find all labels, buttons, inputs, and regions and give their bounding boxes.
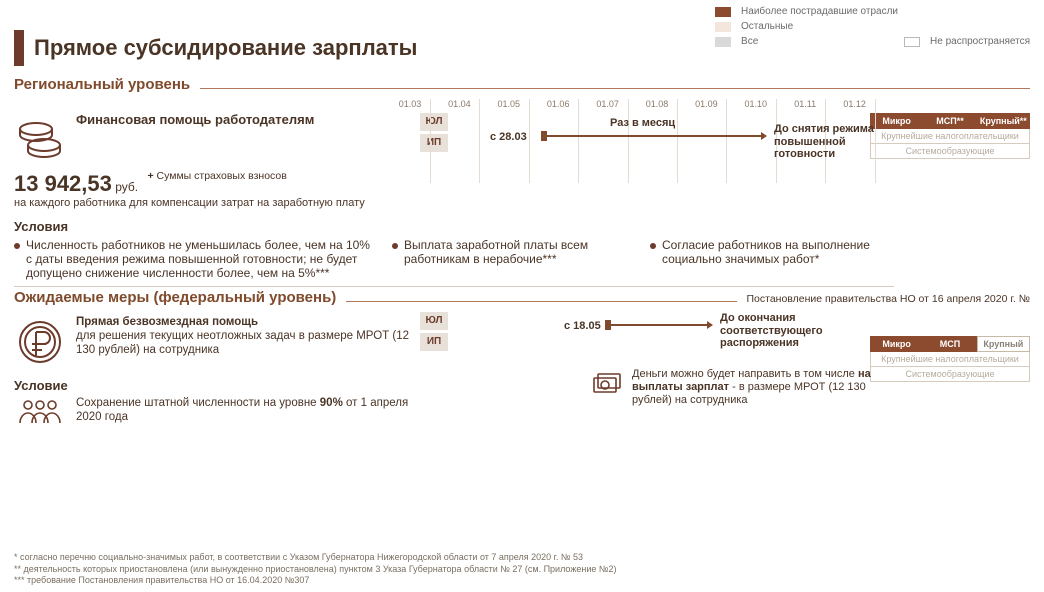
regional-heading: Региональный уровень [14, 76, 190, 93]
plus-sign: + [147, 170, 153, 182]
conditions-list: Численность работников не уменьшилась бо… [14, 238, 1030, 280]
pill-yul: ЮЛ [420, 312, 448, 330]
title-accent-bar [14, 30, 24, 66]
footnotes: * согласно перечню социально-значимых ра… [14, 552, 617, 586]
month-tick: 01.05 [498, 99, 521, 109]
federal-block-body: для решения текущих неотложных задач в р… [76, 330, 409, 356]
people-icon [14, 397, 66, 427]
federal-condition-head: Условие [14, 378, 410, 393]
pill-ip: ИП [420, 134, 448, 152]
swatch-na [904, 37, 920, 47]
tag-cell: Крупный** [977, 113, 1030, 129]
month-tick: 01.07 [596, 99, 619, 109]
legend-label: Не распространяется [930, 36, 1030, 47]
month-tick: 01.04 [448, 99, 471, 109]
tl-end-label: До снятия режима повышенной готовности [774, 123, 904, 161]
legend-label: Остальные [741, 21, 898, 32]
regional-block-heading: Финансовая помощь работодателям [76, 113, 314, 128]
tl-start-label: с 28.03 [490, 131, 527, 143]
month-tick: 01.06 [547, 99, 570, 109]
tl-arrow [544, 135, 762, 137]
legend: Наиболее пострадавшие отрасли Остальные … [715, 6, 1030, 47]
page-title: Прямое субсидирование зарплаты [34, 35, 417, 61]
money-note-a: Деньги можно будет направить в том числе [632, 368, 858, 380]
legend-label: Наиболее пострадавшие отрасли [741, 6, 898, 17]
tag-cell: МСП [923, 336, 976, 352]
federal-block-heading: Прямая безвозмездная помощь [76, 316, 258, 328]
tl-arrow [608, 324, 708, 326]
federal-condition-b: 90% [320, 397, 343, 409]
federal-section-head: Ожидаемые меры (федеральный уровень) Пос… [14, 289, 1030, 306]
federal-timeline: с 18.05 До окончания соответствующего ра… [490, 312, 860, 422]
ruble-icon [14, 316, 66, 368]
federal-source: Постановление правительства НО от 16 апр… [747, 293, 1031, 305]
bullet-icon [650, 243, 656, 249]
tl-mid-label: Раз в месяц [610, 117, 675, 129]
pill-ip: ИП [420, 333, 448, 351]
footnote: * согласно перечню социально-значимых ра… [14, 552, 617, 563]
bullet-icon [14, 243, 20, 249]
month-tick: 01.12 [843, 99, 866, 109]
pill-yul: ЮЛ [420, 113, 448, 131]
month-tick: 01.10 [745, 99, 768, 109]
swatch-others [715, 22, 731, 32]
tag-row-system: Системообразующие [870, 367, 1030, 382]
tl-end-label: До окончания соответствующего распоряжен… [720, 312, 850, 350]
month-tick: 01.11 [794, 99, 816, 109]
amount-unit: руб. [115, 180, 138, 194]
swatch-all [715, 37, 731, 47]
conditions-heading: Условия [14, 219, 1030, 234]
footnote: ** деятельность которых приостановлена (… [14, 564, 617, 575]
section-rule [346, 301, 736, 302]
tag-row-big: Крупнейшие налогоплательщики [870, 352, 1030, 367]
federal-tag-table: МикроМСПКрупный Крупнейшие налогоплатель… [870, 336, 1030, 382]
swatch-most-affected [715, 7, 731, 17]
bullet-icon [392, 243, 398, 249]
month-tick: 01.09 [695, 99, 718, 109]
section-separator [14, 286, 894, 287]
regional-timeline: с 28.03 Раз в месяц До снятия режима пов… [490, 113, 860, 183]
tl-start-label: с 18.05 [564, 320, 601, 332]
regional-section-head: Региональный уровень [14, 76, 1030, 93]
section-rule [200, 88, 1030, 89]
plus-note-text: Суммы страховых взносов [157, 170, 287, 182]
legend-label: Все [741, 36, 898, 47]
footnote: *** требование Постановления правительст… [14, 575, 617, 586]
condition-text: Согласие работников на выполнение социал… [662, 238, 880, 280]
money-icon [590, 368, 624, 402]
amount-line: 13 942,53 руб. + Суммы страховых взносов [14, 171, 410, 197]
per-employee-text: на каждого работника для компенсации зат… [14, 197, 410, 209]
month-tick: 01.03 [399, 99, 422, 109]
timeline-months: 01.0301.0401.0501.0601.0701.0801.0901.10… [410, 99, 904, 113]
condition-text: Численность работников не уменьшилась бо… [26, 238, 374, 280]
coins-icon [14, 113, 66, 165]
federal-condition-a: Сохранение штатной численности на уровне [76, 397, 320, 409]
tag-cell: Микро [870, 336, 923, 352]
tag-cell: МСП** [923, 113, 976, 129]
federal-heading: Ожидаемые меры (федеральный уровень) [14, 289, 336, 306]
month-tick: 01.08 [646, 99, 669, 109]
condition-text: Выплата заработной платы всем работникам… [404, 238, 632, 280]
amount-value: 13 942,53 [14, 171, 112, 196]
tag-cell: Крупный [977, 336, 1030, 352]
money-note: Деньги можно будет направить в том числе… [590, 368, 890, 408]
